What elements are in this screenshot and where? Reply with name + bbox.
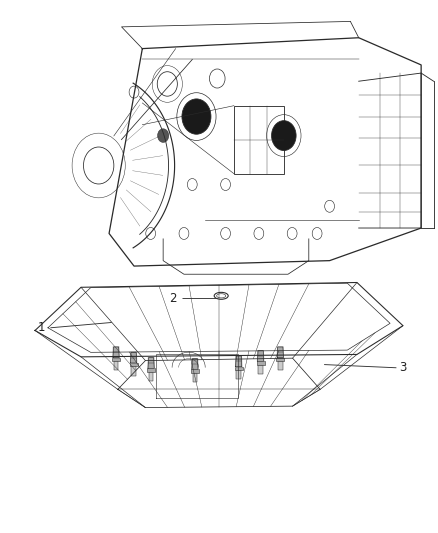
Bar — [130, 363, 138, 366]
Bar — [237, 370, 241, 379]
Text: 1: 1 — [38, 321, 46, 334]
Circle shape — [272, 120, 296, 150]
Polygon shape — [148, 358, 154, 368]
Text: 2: 2 — [169, 292, 177, 305]
Bar — [278, 361, 283, 370]
Bar — [276, 358, 284, 361]
Bar — [147, 368, 155, 372]
Polygon shape — [236, 356, 242, 367]
Bar — [112, 358, 120, 361]
Polygon shape — [258, 351, 264, 361]
Bar — [257, 361, 265, 365]
Polygon shape — [192, 359, 198, 369]
Polygon shape — [277, 347, 283, 358]
Bar — [149, 372, 153, 381]
Bar — [114, 361, 118, 370]
Polygon shape — [131, 352, 137, 363]
Polygon shape — [113, 347, 119, 358]
Bar — [234, 106, 284, 174]
Bar — [258, 365, 263, 374]
Bar — [131, 366, 136, 376]
Circle shape — [158, 129, 169, 142]
Circle shape — [182, 99, 211, 134]
Bar — [191, 369, 199, 373]
Bar — [193, 373, 197, 382]
Text: 3: 3 — [399, 361, 406, 374]
Bar — [235, 367, 243, 370]
